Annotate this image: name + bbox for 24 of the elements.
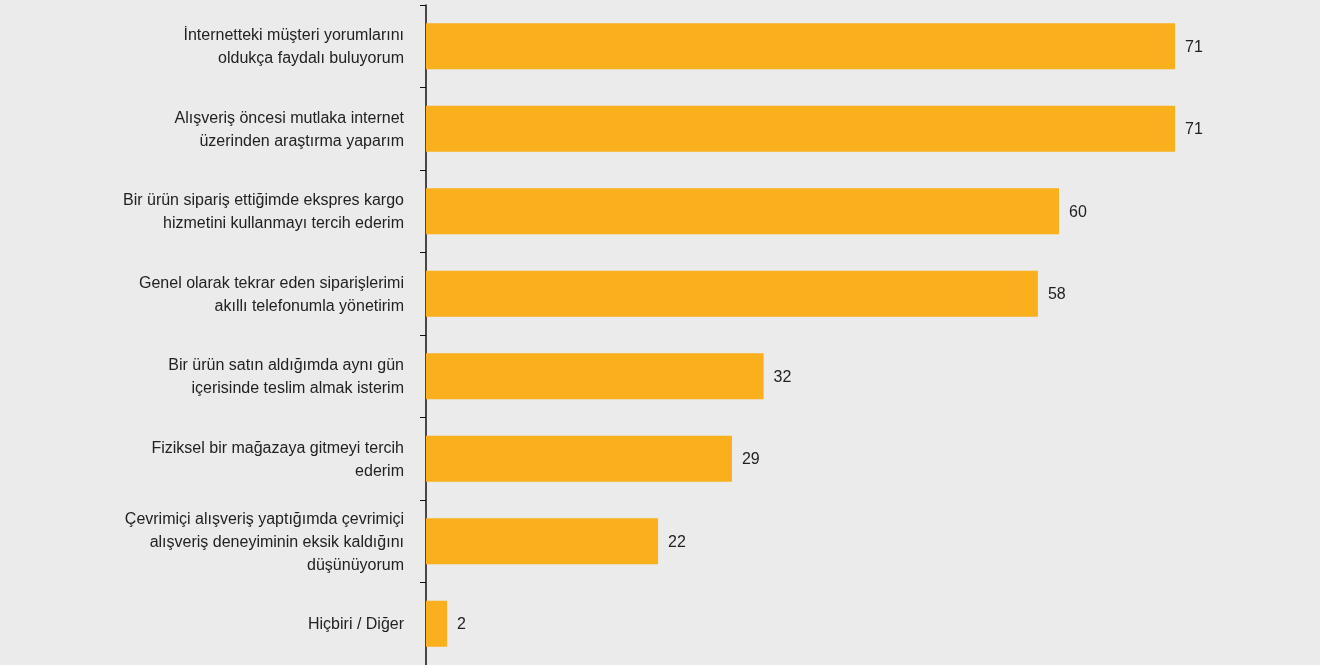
bar <box>426 270 1038 317</box>
data-label: 58 <box>1047 285 1066 303</box>
bar <box>426 353 764 400</box>
data-label: 29 <box>741 450 760 468</box>
data-label: 2 <box>457 615 467 633</box>
bar <box>426 435 732 482</box>
data-label: 71 <box>1185 37 1203 55</box>
data-label: 22 <box>668 532 686 550</box>
y-tick-label: Genel olarak tekrar eden siparişlerimi akıllı telefonumla yönetirim <box>139 273 404 314</box>
y-tick-label: Alışveriş öncesi mutlaka internet üzerinden araştırma yaparım <box>174 108 405 149</box>
data-label: 71 <box>1185 120 1203 138</box>
bar <box>426 105 1176 152</box>
y-tick-label: Bir ürün satın aldığımda aynı gün içerisinde teslim almak isterim <box>168 356 404 397</box>
bar <box>426 188 1059 235</box>
bar <box>426 600 448 647</box>
y-tick-label: Hiçbiri / Diğer <box>307 615 405 633</box>
data-label: 60 <box>1069 202 1087 220</box>
data-label: 32 <box>773 367 792 385</box>
bar <box>426 518 659 565</box>
y-tick-label: Fiziksel bir mağazaya gitmeyi tercih ederim <box>151 438 404 479</box>
y-tick-label: İnternetteki müşteri yorumlarını oldukça faydalı buluyorum <box>183 25 404 67</box>
y-tick-label: Çevrimiçi alışveriş yaptığımda çevrimiçi alışveriş deneyiminin eksik kaldığını düşünüyorum <box>124 509 404 573</box>
y-tick-label: Bir ürün sipariş ettiğimde ekspres kargo hizmetini kullanmayı tercih ederim <box>122 191 405 232</box>
bar <box>426 23 1176 70</box>
